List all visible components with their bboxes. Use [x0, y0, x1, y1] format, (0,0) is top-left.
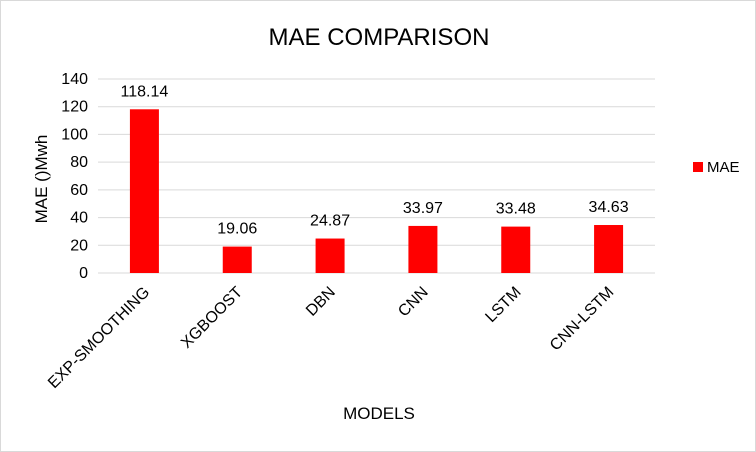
data-labels: 118.14 19.06 24.87 33.97 33.48 34.63 — [121, 83, 629, 237]
data-label: 19.06 — [217, 221, 257, 238]
bar — [315, 238, 345, 273]
x-axis-title: MODELS — [343, 404, 415, 423]
bar — [594, 225, 624, 273]
data-label: 118.14 — [121, 83, 169, 100]
y-tick-label: 60 — [70, 182, 88, 199]
data-label: 34.63 — [589, 199, 629, 216]
y-tick-label: 0 — [79, 265, 88, 282]
y-tick-label: 80 — [70, 154, 88, 171]
x-tick-label: CNN-LSTM — [547, 284, 617, 354]
x-tick-label: EXP-SMOOTHING — [45, 284, 153, 392]
bar — [222, 246, 252, 273]
y-tick-label: 140 — [61, 71, 88, 88]
bar — [408, 225, 438, 273]
bar — [501, 226, 531, 273]
data-label: 24.87 — [310, 213, 350, 230]
data-label: 33.48 — [496, 201, 536, 218]
x-tick-label: LSTM — [482, 284, 524, 326]
y-axis-ticks: 0 20 40 60 80 100 120 140 — [61, 71, 88, 282]
bar — [129, 109, 159, 273]
legend-label-mae: MAE — [707, 159, 740, 176]
x-tick-label: XGBOOST — [178, 284, 246, 352]
y-tick-label: 100 — [61, 126, 88, 143]
legend-swatch-mae — [693, 162, 703, 172]
y-axis-title: MAE ()Mwh — [32, 135, 51, 224]
x-tick-label: CNN — [395, 284, 432, 321]
x-tick-label: DBN — [303, 284, 339, 320]
y-tick-label: 20 — [70, 237, 88, 254]
y-tick-label: 40 — [70, 210, 88, 227]
legend: MAE — [693, 159, 740, 176]
y-tick-label: 120 — [61, 99, 88, 116]
x-axis-ticks: EXP-SMOOTHING XGBOOST DBN CNN LSTM CNN-LSTM — [45, 284, 617, 392]
data-label: 33.97 — [403, 200, 443, 217]
gridlines — [98, 78, 655, 274]
chart-title: MAE COMPARISON — [269, 24, 490, 51]
bars — [129, 109, 624, 273]
